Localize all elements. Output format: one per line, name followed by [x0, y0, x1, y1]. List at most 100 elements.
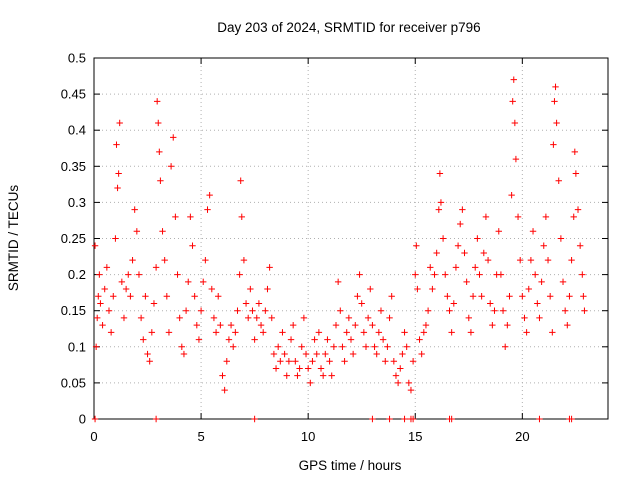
data-point	[373, 350, 380, 358]
data-point	[120, 314, 128, 322]
data-point	[399, 350, 406, 358]
data-point	[454, 242, 462, 249]
data-point	[356, 271, 363, 278]
data-point	[200, 278, 207, 286]
data-point	[262, 307, 269, 314]
data-point	[337, 307, 344, 314]
data-point	[114, 184, 121, 192]
data-point	[509, 98, 516, 105]
data-point	[568, 415, 575, 423]
data-point	[377, 307, 385, 314]
data-point	[580, 293, 587, 300]
x-axis: 0 5 10 15 20	[90, 58, 530, 444]
data-point	[328, 372, 335, 379]
data-point	[189, 242, 196, 249]
data-point	[277, 358, 284, 365]
data-point	[523, 329, 530, 336]
data-point	[152, 264, 160, 271]
data-point	[317, 365, 325, 372]
data-point	[217, 321, 224, 329]
data-point	[401, 415, 408, 423]
data-point	[313, 350, 320, 358]
data-point	[369, 321, 376, 329]
data-point	[433, 249, 440, 257]
data-point	[459, 206, 466, 213]
data-point	[576, 242, 584, 249]
data-point	[202, 256, 209, 264]
data-point	[510, 76, 517, 83]
data-point	[227, 321, 235, 329]
data-point	[384, 343, 391, 350]
data-point	[413, 242, 420, 249]
data-point	[386, 415, 393, 423]
data-point	[508, 191, 515, 199]
x-axis-label: GPS time / hours	[299, 458, 402, 473]
data-point	[409, 415, 417, 423]
data-point	[289, 321, 297, 329]
data-point	[418, 350, 425, 358]
y-tick-label: 0	[79, 412, 86, 427]
data-point	[174, 271, 181, 278]
data-point	[375, 329, 383, 336]
data-point	[420, 329, 428, 336]
data-point	[113, 141, 120, 148]
data-point	[195, 336, 203, 343]
data-point	[568, 256, 575, 264]
data-point	[133, 228, 141, 235]
data-point	[215, 293, 222, 300]
data-point	[307, 379, 314, 387]
data-point	[405, 379, 413, 387]
data-point	[504, 321, 511, 329]
data-point	[369, 415, 376, 423]
data-point	[95, 293, 102, 300]
data-point	[555, 177, 562, 184]
data-point	[101, 285, 108, 293]
data-point	[392, 372, 400, 379]
data-point	[358, 300, 365, 307]
data-point	[531, 271, 539, 278]
data-point	[274, 343, 282, 350]
data-point	[469, 293, 477, 300]
x-tick-label: 0	[90, 429, 97, 444]
data-point	[448, 415, 455, 423]
data-point	[579, 271, 586, 278]
y-tick-label: 0.2	[68, 267, 86, 282]
data-point	[412, 271, 419, 278]
data-point	[362, 343, 370, 350]
data-point	[514, 213, 522, 221]
data-point	[187, 213, 194, 221]
data-point	[512, 155, 520, 163]
data-point	[137, 314, 145, 322]
data-point	[219, 372, 226, 379]
data-point	[394, 379, 402, 387]
data-point	[525, 285, 532, 293]
data-point	[182, 307, 190, 314]
data-point	[193, 321, 200, 329]
data-point	[482, 213, 490, 221]
data-point	[330, 343, 338, 350]
y-tick-label: 0.1	[68, 339, 86, 354]
data-point	[550, 141, 557, 148]
y-tick-label: 0.35	[61, 159, 86, 174]
data-point	[465, 314, 472, 322]
data-point	[148, 329, 156, 336]
data-point	[129, 256, 136, 264]
data-point	[429, 285, 436, 293]
data-point	[397, 365, 404, 372]
data-point	[559, 278, 567, 286]
data-point	[448, 329, 455, 336]
data-point	[581, 307, 588, 314]
data-point	[544, 256, 552, 264]
data-point	[240, 256, 248, 264]
data-point	[360, 329, 368, 336]
data-point	[155, 119, 162, 127]
data-point	[125, 271, 132, 278]
data-point	[153, 98, 161, 105]
data-point	[457, 220, 464, 228]
data-point	[268, 314, 275, 322]
data-point	[208, 285, 215, 293]
data-point	[294, 372, 301, 379]
x-tick-label: 5	[197, 429, 204, 444]
data-point	[156, 148, 163, 156]
data-point	[103, 264, 111, 271]
